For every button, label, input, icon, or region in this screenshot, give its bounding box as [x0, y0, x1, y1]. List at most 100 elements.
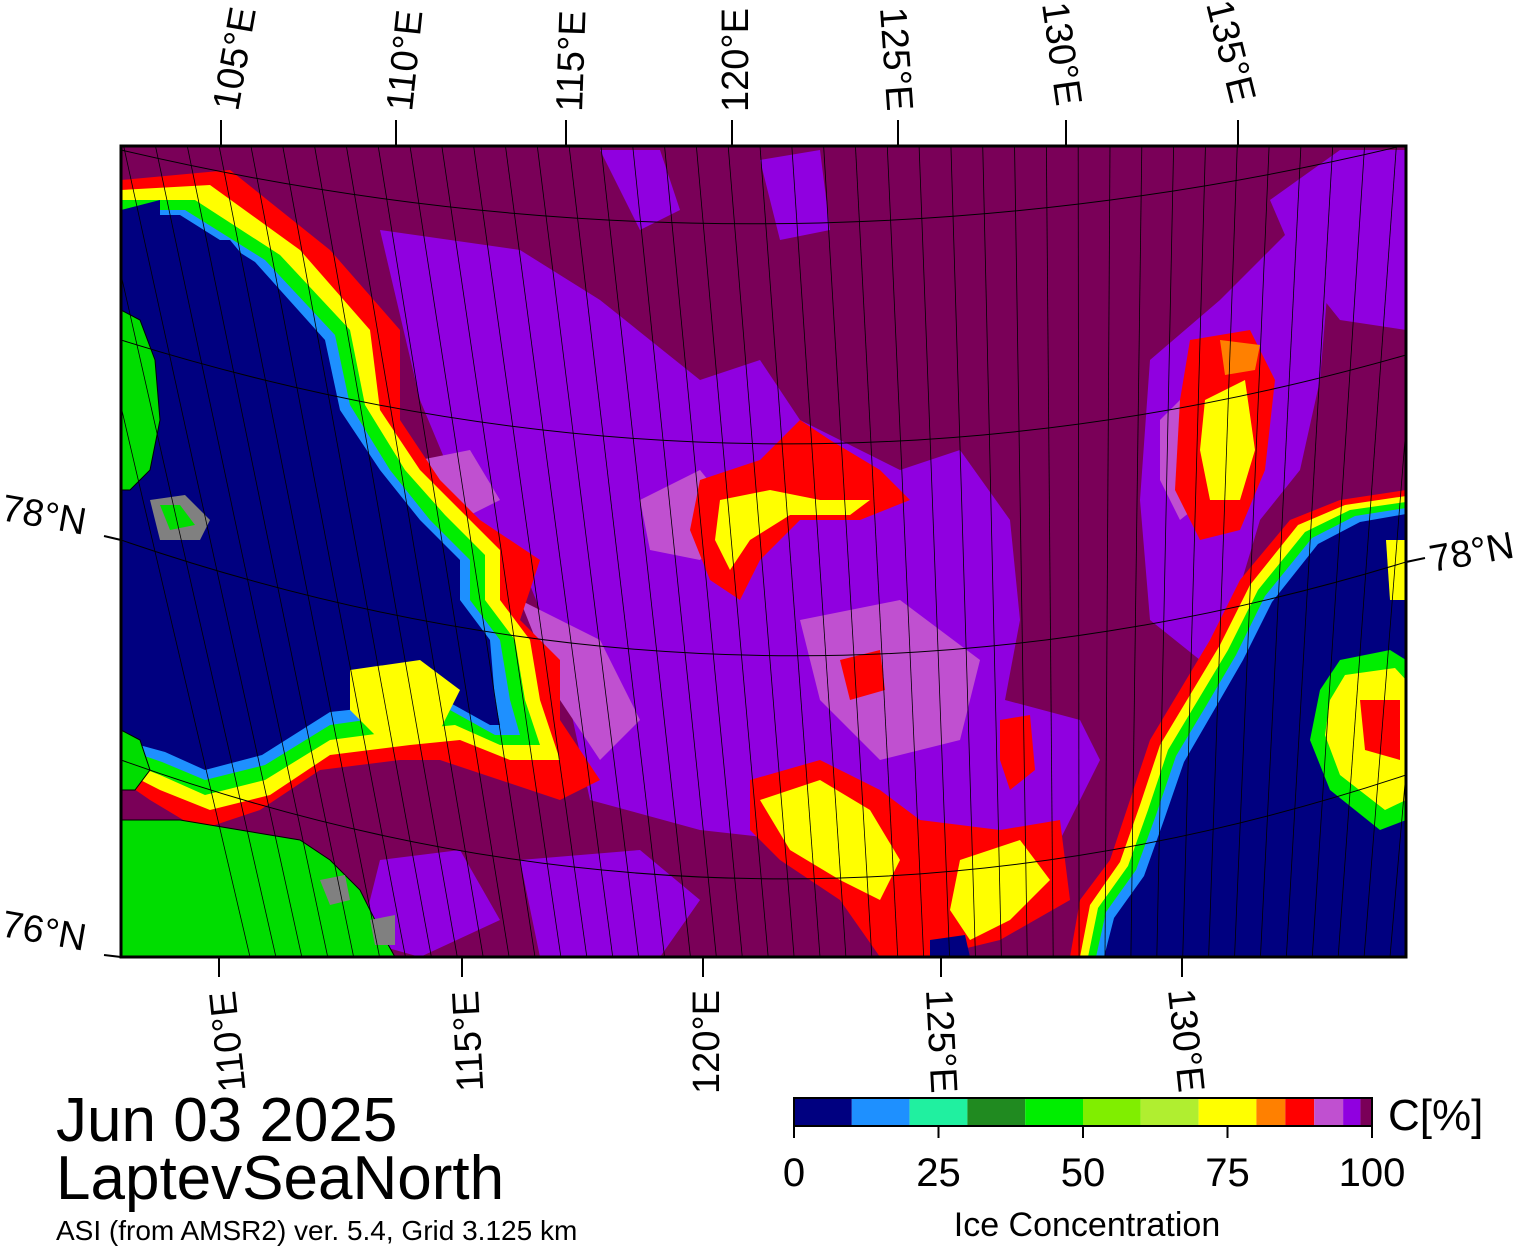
meridian-line — [950, 146, 976, 957]
meridian-line — [1182, 146, 1206, 957]
meridian-line — [377, 146, 510, 957]
colorbar-tick-label: 25 — [916, 1151, 961, 1195]
meridian-line — [855, 146, 899, 957]
land-severnaya-zemlya — [121, 309, 396, 957]
meridian-line — [759, 146, 821, 957]
colorbar-bin — [909, 1098, 968, 1126]
meridian-line — [409, 146, 536, 957]
product-label: ASI (from AMSR2) ver. 5.4, Grid 3.125 km — [56, 1215, 578, 1246]
colorbar-bin — [1256, 1098, 1286, 1126]
open-water-south — [930, 935, 970, 957]
meridian-line — [1156, 146, 1175, 957]
latitude-line — [121, 339, 1406, 445]
meridian-line — [1077, 146, 1080, 957]
meridian-line — [982, 146, 1002, 957]
colorbar-bin — [1083, 1098, 1141, 1126]
graticule — [121, 146, 1406, 957]
meridian-line — [568, 146, 665, 957]
meridian-line — [727, 146, 795, 957]
meridian-line — [632, 146, 717, 957]
date-label: Jun 03 2025 — [56, 1086, 398, 1155]
colorbar-tick-label: 75 — [1205, 1151, 1250, 1195]
top-lon-label: 135°E — [1197, 0, 1263, 107]
map-area — [121, 146, 1406, 957]
colorbar-bin — [794, 1098, 852, 1126]
meridian-line — [345, 146, 484, 957]
bottom-lon-label: 120°E — [686, 990, 728, 1094]
colorbar-bin — [1360, 1098, 1372, 1126]
top-lon-label: 120°E — [715, 8, 757, 112]
meridian-line — [918, 146, 950, 957]
meridian-line — [1234, 146, 1270, 957]
meridian-line — [791, 146, 847, 957]
colorbar-bins — [794, 1098, 1372, 1126]
top-longitude-labels: 105°E 110°E 115°E 120°E 125°E 130°E 135°… — [206, 0, 1264, 114]
colorbar-ticks: 0 25 50 75 100 — [783, 1126, 1406, 1195]
colorbar: 0 25 50 75 100 C[%] Ice Concentration — [783, 1091, 1483, 1244]
meridian-line — [186, 146, 355, 957]
colorbar-bin — [1025, 1098, 1083, 1126]
meridian-line — [1208, 146, 1238, 957]
meridian-line — [121, 404, 251, 957]
meridian-line — [1363, 421, 1406, 957]
region-label: LaptevSeaNorth — [56, 1144, 505, 1213]
meridian-line — [695, 146, 769, 957]
lat-label-left: 76°N — [0, 904, 89, 960]
meridian-line — [1285, 146, 1334, 957]
colorbar-bin — [1343, 1098, 1361, 1126]
meridian-line — [536, 146, 640, 957]
meridian-line — [1389, 766, 1406, 957]
meridian-line — [886, 146, 925, 957]
bottom-lon-label: 115°E — [445, 990, 492, 1093]
meridian-line — [505, 146, 614, 957]
meridian-line — [473, 146, 588, 957]
meridian-line — [1260, 146, 1302, 957]
tick-marks — [103, 120, 1426, 977]
top-lon-label: 105°E — [206, 4, 265, 114]
colorbar-bin — [1198, 1098, 1257, 1126]
meridian-line — [1130, 146, 1143, 957]
top-lon-label: 110°E — [379, 8, 431, 113]
meridian-line — [823, 146, 873, 957]
colorbar-bin — [851, 1098, 910, 1126]
map-frame — [119, 144, 1408, 959]
meridian-line — [664, 146, 743, 957]
open-water-east — [1070, 490, 1406, 957]
bottom-lon-label: 110°E — [202, 989, 254, 1094]
meridian-line — [600, 146, 691, 957]
meridian-line — [1104, 146, 1111, 957]
colorbar-bin — [967, 1098, 1026, 1126]
bottom-lon-label: 130°E — [1159, 987, 1212, 1095]
meridian-line — [155, 146, 329, 957]
colorbar-unit: C[%] — [1388, 1091, 1483, 1140]
colorbar-bin — [1140, 1098, 1199, 1126]
bottom-lon-label: 125°E — [917, 988, 964, 1094]
colorbar-tick-label: 50 — [1061, 1151, 1106, 1195]
meridian-line — [441, 146, 562, 957]
latitude-line — [121, 759, 1406, 880]
meridian-line — [250, 146, 406, 957]
colorbar-tick-label: 100 — [1339, 1151, 1406, 1195]
meridian-line — [1045, 146, 1054, 957]
meridian-line — [218, 146, 380, 957]
top-lon-label: 130°E — [1033, 0, 1089, 108]
meridian-line — [314, 146, 458, 957]
colorbar-bin — [1314, 1098, 1344, 1126]
meridian-line — [1014, 146, 1028, 957]
open-water-west — [121, 170, 600, 830]
colorbar-tick-label: 0 — [783, 1151, 805, 1195]
latitude-line — [121, 539, 1406, 657]
colorbar-title: Ice Concentration — [954, 1206, 1221, 1244]
bottom-longitude-labels: 110°E 115°E 120°E 125°E 130°E — [202, 987, 1212, 1095]
meridian-line — [123, 146, 303, 957]
meridian-line — [1337, 146, 1397, 957]
latitude-line — [121, 146, 1404, 225]
colorbar-bin — [1285, 1098, 1315, 1126]
top-lon-label: 125°E — [871, 6, 920, 113]
ice-zone-mixed-patches — [690, 330, 1275, 957]
meridian-line — [282, 146, 432, 957]
lat-label-left: 78°N — [0, 488, 89, 544]
meridian-line — [1311, 146, 1365, 957]
top-lon-label: 115°E — [549, 10, 595, 113]
